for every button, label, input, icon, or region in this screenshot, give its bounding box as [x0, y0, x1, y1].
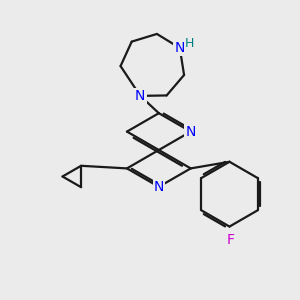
Text: N: N: [185, 124, 196, 139]
Text: H: H: [184, 37, 194, 50]
Text: N: N: [135, 89, 146, 103]
Text: N: N: [154, 180, 164, 194]
Text: N: N: [175, 41, 185, 55]
Text: F: F: [227, 233, 235, 247]
